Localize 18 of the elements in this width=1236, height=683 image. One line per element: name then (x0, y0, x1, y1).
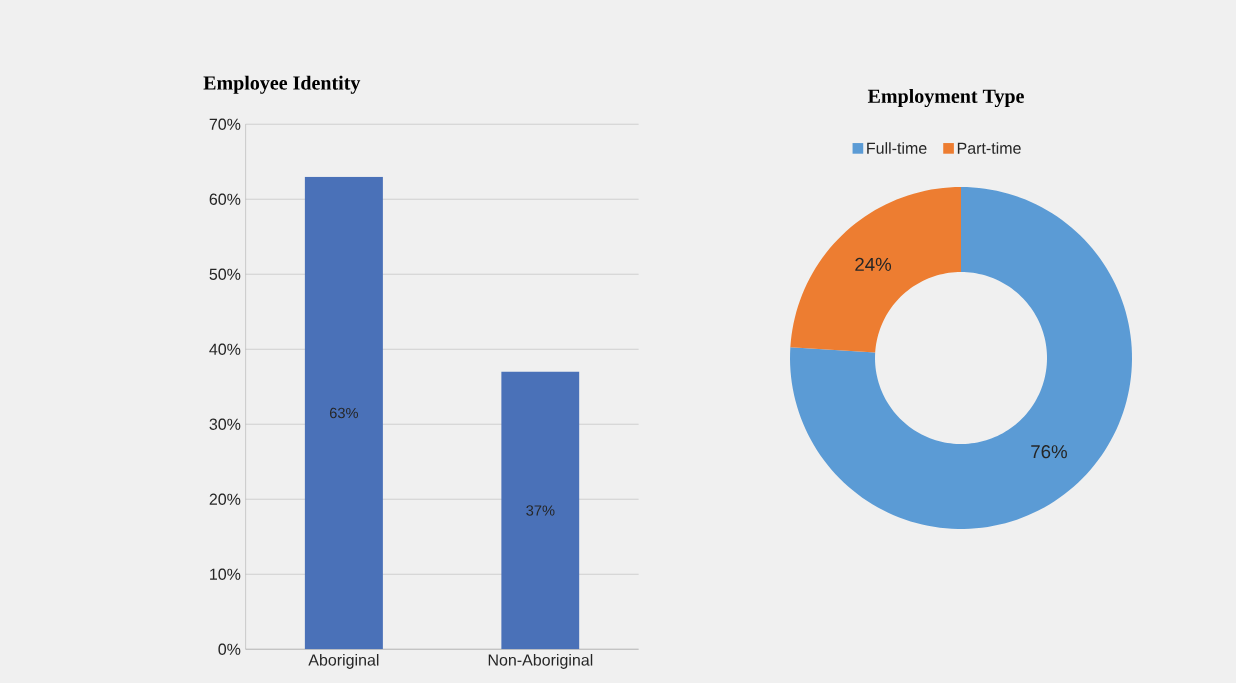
y-tick-label: 20% (209, 493, 241, 505)
y-tick-label: 40% (209, 343, 241, 355)
y-tick-label: 60% (209, 193, 241, 205)
y-tick-label: 30% (209, 418, 241, 430)
y-tick-label: 50% (209, 268, 241, 280)
x-tick-label: Aboriginal (308, 653, 379, 669)
y-tick-label: 10% (210, 568, 241, 580)
legend-label: Part-time (957, 142, 1021, 154)
data-label: 63% (329, 407, 359, 419)
chart-title: Employee Identity (203, 75, 361, 94)
y-tick-label: 70% (209, 118, 241, 130)
data-label: 24% (855, 257, 892, 271)
chart-title: Employment Type (867, 88, 1024, 108)
data-label: 37% (526, 505, 555, 516)
data-label: 76% (1031, 445, 1067, 459)
legend-label: Full-time (867, 142, 927, 154)
y-tick-label: 0% (218, 643, 241, 655)
x-tick-label: Non-Aboriginal (488, 653, 593, 669)
